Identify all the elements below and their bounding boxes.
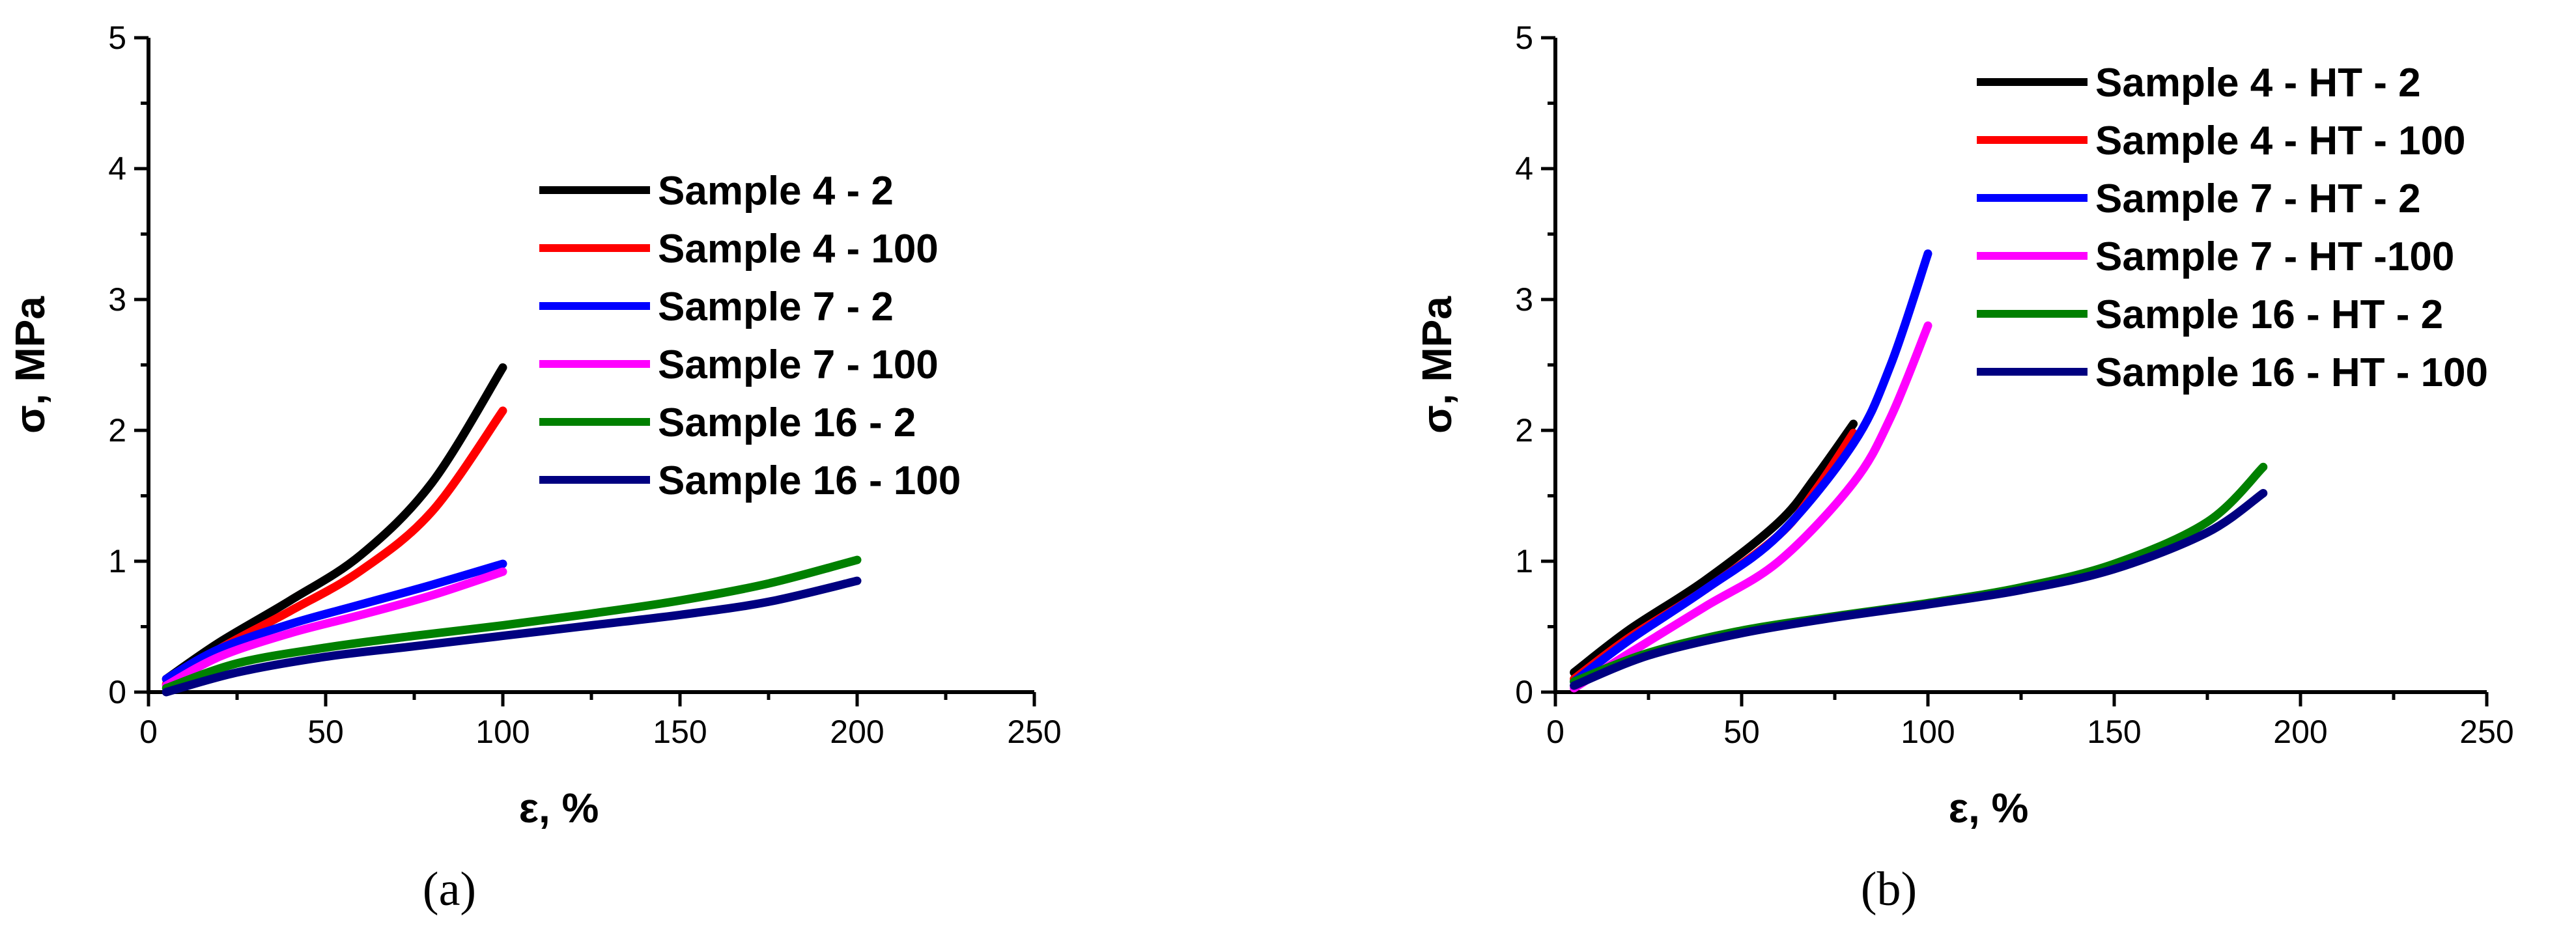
x-tick-label: 200 <box>2273 714 2327 750</box>
legend-label-4: Sample 7 - 100 <box>658 342 939 387</box>
y-tick-label: 2 <box>1515 412 1533 449</box>
legend-label-2: Sample 4 - HT - 100 <box>2095 118 2466 163</box>
legend-label-3: Sample 7 - HT - 2 <box>2095 176 2421 221</box>
x-tick-label: 100 <box>1901 714 1955 750</box>
x-tick-label: 100 <box>475 714 530 750</box>
chart-panel-b: 0 50 100 150 200 250 0 1 2 3 4 5 ε, % σ, MPa Sample 4 … <box>1413 20 2514 916</box>
legend-label-5: Sample 16 - 2 <box>658 400 916 445</box>
legend-label-1: Sample 4 - 2 <box>658 169 894 214</box>
x-tick-label: 0 <box>139 714 158 750</box>
x-axis-label: ε, % <box>519 785 599 831</box>
y-tick-label: 5 <box>108 20 126 56</box>
x-tick-label: 250 <box>1007 714 1061 750</box>
legend-label-6: Sample 16 - 100 <box>658 458 961 503</box>
legend-label-4: Sample 7 - HT -100 <box>2095 234 2454 279</box>
x-tick-label: 250 <box>2459 714 2513 750</box>
y-tick-label: 3 <box>108 281 126 318</box>
y-tick-label: 3 <box>1515 281 1533 318</box>
x-tick-label: 50 <box>1723 714 1760 750</box>
series-line-5 <box>162 555 862 693</box>
y-tick-label: 0 <box>108 674 126 710</box>
series-line-3 <box>1570 249 1932 686</box>
y-axis-label: σ, MPa <box>7 296 53 434</box>
series-line-3 <box>162 559 507 684</box>
series-line-6 <box>162 576 862 697</box>
legend-label-2: Sample 4 - 100 <box>658 227 939 272</box>
legend-label-3: Sample 7 - 2 <box>658 285 894 329</box>
chart-panel-a: 0 50 100 150 200 250 0 1 2 3 4 5 ε, % σ, MPa Sample 4 … <box>7 20 1062 916</box>
x-tick-label: 0 <box>1546 714 1564 750</box>
x-axis-label: ε, % <box>1949 785 2029 831</box>
y-axis-label: σ, MPa <box>1413 296 1460 434</box>
series-line-4 <box>162 567 507 690</box>
y-tick-label: 0 <box>1515 674 1533 710</box>
series-line-6 <box>1570 489 2268 690</box>
y-tick-label: 1 <box>1515 543 1533 579</box>
y-tick-label: 5 <box>1515 20 1533 56</box>
x-tick-label: 150 <box>653 714 707 750</box>
y-tick-label: 4 <box>1515 150 1533 187</box>
panel-caption: (b) <box>1861 863 1917 916</box>
y-tick-label: 2 <box>108 412 126 449</box>
series-line-4 <box>1570 321 1932 693</box>
y-tick-label: 4 <box>108 150 126 187</box>
panel-caption: (a) <box>423 863 476 916</box>
x-tick-label: 50 <box>307 714 344 750</box>
legend-label-1: Sample 4 - HT - 2 <box>2095 61 2421 105</box>
series-line-1 <box>162 363 507 684</box>
y-tick-label: 1 <box>108 543 126 579</box>
legend-label-6: Sample 16 - HT - 100 <box>2095 350 2488 395</box>
x-tick-label: 150 <box>2087 714 2141 750</box>
series-line-1 <box>1570 419 1858 677</box>
x-tick-label: 200 <box>830 714 884 750</box>
legend-label-5: Sample 16 - HT - 2 <box>2095 292 2443 337</box>
